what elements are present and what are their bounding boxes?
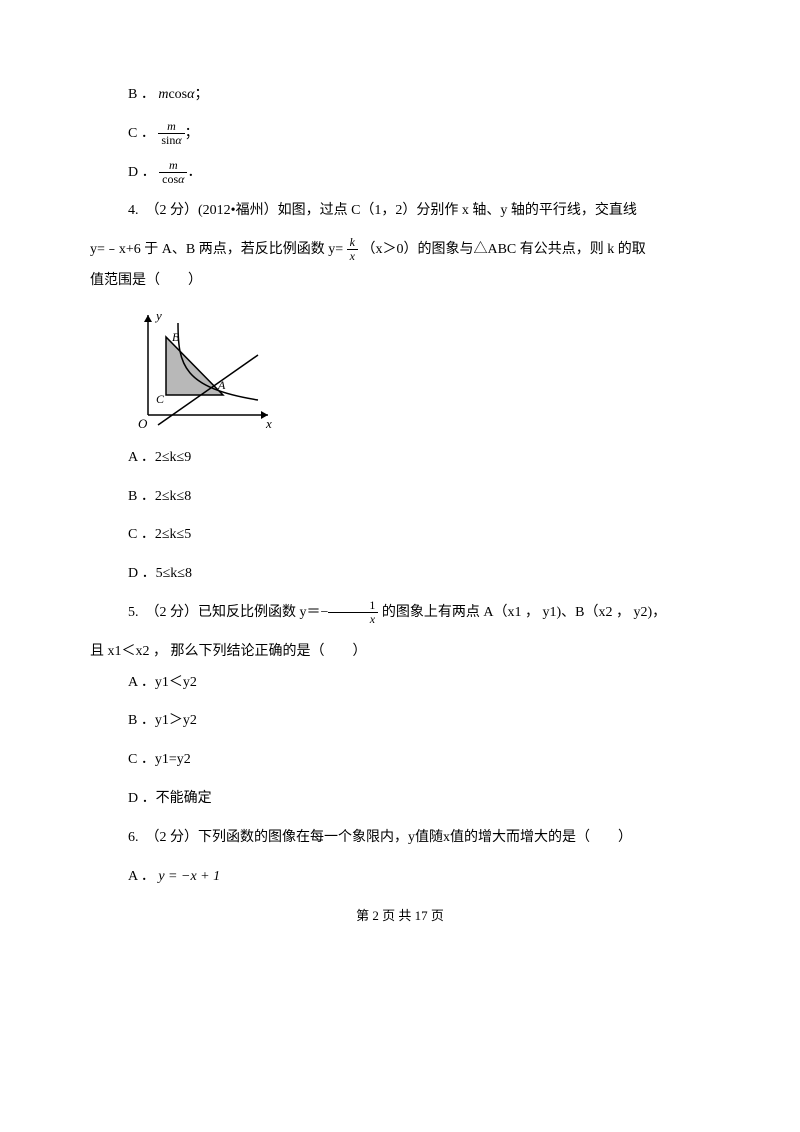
q5-option-a: A ．y1＜y2 (128, 668, 710, 699)
numerator: m (158, 120, 184, 134)
svg-text:B: B (172, 330, 180, 344)
q5-text-line1: 5. （2 分）已知反比例函数 y＝− 1 x 的图象上有两点 A（x1 ， y… (90, 598, 710, 629)
denominator: x (347, 250, 358, 263)
q5-option-b: B ．y1＞y2 (128, 706, 710, 737)
denominator: x (328, 613, 378, 626)
suffix: ； (195, 87, 209, 102)
fraction: m cosα (159, 159, 187, 186)
q4-option-a: A ．2≤k≤9 (128, 443, 710, 474)
q4-text-line3: 值范围是（ ） (90, 266, 710, 297)
numerator: k (347, 236, 358, 250)
math-alpha: α (187, 87, 194, 102)
math-cos: cos (168, 87, 187, 102)
numerator: m (159, 159, 187, 173)
q6-option-a: A ． y = −x + 1 (128, 862, 710, 893)
denominator: cosα (159, 173, 187, 186)
option-label: C ． (128, 126, 155, 141)
math-expr: y = −x + 1 (158, 869, 220, 884)
svg-text:O: O (138, 416, 148, 431)
q4-diagram: Ox y C B A (128, 305, 278, 435)
q5-option-d: D ．不能确定 (128, 784, 710, 815)
option-label: D ． (128, 165, 156, 180)
svg-text:x: x (265, 416, 272, 431)
numerator: 1 (328, 599, 378, 613)
q3-option-b: B ． mcosα； (128, 80, 710, 111)
q5-option-c: C ．y1=y2 (128, 745, 710, 776)
q6-text: 6. （2 分）下列函数的图像在每一个象限内，y值随x值的增大而增大的是（ ） (90, 823, 710, 854)
svg-text:C: C (156, 392, 165, 406)
q4-text-line1: 4. （2 分）(2012•福州）如图，过点 C（1，2）分别作 x 轴、y 轴… (90, 196, 710, 227)
q4-option-d: D ．5≤k≤8 (128, 559, 710, 590)
svg-text:A: A (217, 378, 226, 392)
q4-text-line2: y=﹣x+6 于 A、B 两点，若反比例函数 y= k x （x＞0）的图象与△… (90, 235, 710, 266)
denominator: sinα (158, 134, 184, 147)
page-content: B ． mcosα； C ． m sinα ； D ． m cosα ． 4. … (0, 0, 800, 971)
page-footer: 第 2 页 共 17 页 (90, 902, 710, 931)
option-label: A ． (128, 869, 155, 884)
q4-option-c: C ．2≤k≤5 (128, 520, 710, 551)
suffix: ； (185, 126, 199, 141)
svg-text:y: y (154, 308, 162, 323)
option-label: B ． (128, 87, 155, 102)
fraction: k x (347, 236, 358, 263)
q5-text-line2: 且 x1＜x2 ， 那么下列结论正确的是（ ） (90, 637, 710, 668)
q3-option-d: D ． m cosα ． (128, 158, 710, 189)
fraction: m sinα (158, 120, 184, 147)
fraction: 1 x (328, 599, 378, 626)
suffix: ． (187, 165, 201, 180)
q3-option-c: C ． m sinα ； (128, 119, 710, 150)
q4-option-b: B ．2≤k≤8 (128, 482, 710, 513)
math-m: m (158, 87, 168, 102)
